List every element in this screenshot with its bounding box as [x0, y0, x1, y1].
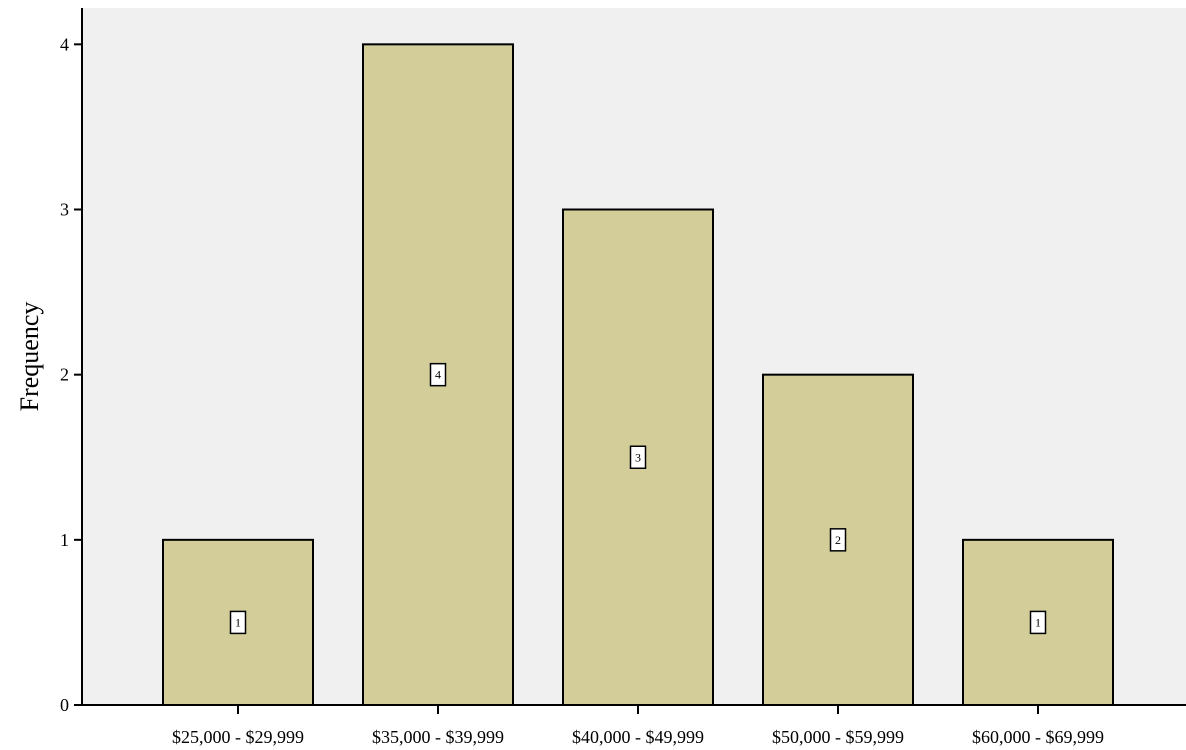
y-tick-label: 1 [60, 530, 69, 550]
data-label: 3 [635, 450, 641, 464]
data-label: 4 [435, 368, 441, 382]
data-label: 1 [235, 615, 241, 629]
data-label: 1 [1035, 615, 1041, 629]
data-label-box [629, 445, 647, 470]
data-label: 2 [835, 533, 841, 547]
data-label-box [429, 362, 447, 387]
y-tick-label: 2 [60, 365, 69, 385]
x-tick-label: $35,000 - $39,999 [372, 727, 504, 747]
x-ticks-group: $25,000 - $29,999 $35,000 - $39,999 $40,00… [172, 705, 1104, 747]
x-tick-label: $60,000 - $69,999 [972, 727, 1104, 747]
data-labels-group: 1 4 3 2 1 [229, 362, 1047, 635]
y-ticks-group: 0 1 2 3 4 [60, 34, 82, 715]
data-label-box [229, 610, 247, 635]
y-tick-label: 0 [60, 695, 69, 715]
y-tick-label: 3 [60, 200, 69, 220]
x-tick-label: $40,000 - $49,999 [572, 727, 704, 747]
data-label-box [1029, 610, 1047, 635]
x-tick-label: $50,000 - $59,999 [772, 727, 904, 747]
data-label-box [829, 528, 847, 552]
x-tick-label: $25,000 - $29,999 [172, 727, 304, 747]
y-tick-label: 4 [60, 34, 69, 54]
y-axis-title: Frequency [15, 302, 44, 412]
